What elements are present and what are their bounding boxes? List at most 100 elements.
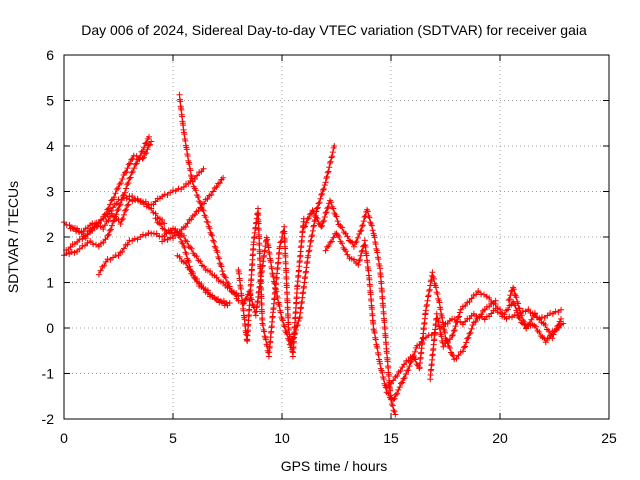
data-point [435,318,442,325]
data-point [364,208,371,215]
data-point [361,214,368,221]
data-point [391,395,398,402]
data-point [355,261,362,268]
data-point [182,223,189,230]
data-point [459,321,466,328]
data-point [276,303,283,309]
data-point [63,250,70,257]
data-point [242,296,249,303]
data-point [97,223,104,230]
data-point [112,252,119,259]
data-point [369,227,376,234]
data-point [200,200,207,207]
data-point [131,165,138,172]
data-point [401,361,408,368]
data-point [140,231,147,238]
data-point [357,228,364,235]
data-point [522,320,529,327]
data-point [104,256,111,263]
data-point [389,402,396,409]
x-tick-label: 10 [274,430,290,446]
data-point [97,267,104,274]
data-point [107,226,114,233]
data-point [191,211,198,218]
data-point [136,155,143,162]
data-point [161,226,168,233]
data-point [558,315,565,322]
data-point [209,232,216,239]
data-point [392,411,399,418]
data-point [375,351,382,358]
data-point [328,199,335,206]
data-point [290,335,297,342]
data-point [319,186,326,193]
data-point [231,291,238,298]
data-point [511,311,518,318]
data-point [129,192,136,199]
data-point [324,173,331,180]
chart-title: Day 006 of 2024, Sidereal Day-to-day VTE… [81,22,587,38]
data-point [100,226,107,233]
data-point [316,199,323,206]
data-point [319,218,326,225]
data-point [122,207,129,214]
data-point [113,186,120,193]
data-point [307,211,314,218]
data-point [193,276,200,283]
data-point [100,239,107,246]
data-point [123,206,130,213]
data-point [455,352,462,359]
data-point [423,301,430,308]
data-point [127,174,134,181]
data-series [176,91,242,304]
data-point [339,224,346,231]
data-point [102,236,109,243]
data-point [95,271,102,278]
data-point [84,225,91,232]
data-point [333,213,340,220]
data-point [462,302,469,309]
data-point [146,133,153,140]
data-point [320,186,327,193]
data-point [305,215,312,222]
data-point [462,318,469,325]
data-point [353,238,360,245]
data-point [388,401,395,408]
data-point [504,306,511,313]
data-point [305,248,312,255]
data-point [310,223,317,230]
data-point [247,290,254,297]
data-point [123,185,130,192]
data-point [434,291,441,298]
data-point [189,178,196,185]
data-point [497,309,503,316]
data-point [148,205,155,212]
data-point [143,139,150,146]
data-point [406,363,413,370]
data-point [456,313,463,320]
data-point [426,288,433,294]
data-point [356,256,363,263]
data-point [344,233,351,240]
data-point [468,325,475,332]
data-point [226,283,233,290]
data-point [423,303,430,310]
data-series [174,252,233,307]
y-tick-label: 2 [46,229,54,245]
data-point [459,348,466,355]
data-point [366,214,373,221]
data-point [514,300,521,307]
data-point [436,299,443,306]
data-point [449,332,456,339]
x-tick-label: 20 [492,430,508,446]
data-point [122,169,129,176]
data-point [126,237,133,244]
data-point [461,344,468,351]
data-series [152,215,231,309]
data-point [428,277,435,284]
data-point [315,200,322,207]
data-point [481,316,488,323]
data-point [213,274,220,281]
data-point [428,272,435,279]
data-point [444,320,451,327]
